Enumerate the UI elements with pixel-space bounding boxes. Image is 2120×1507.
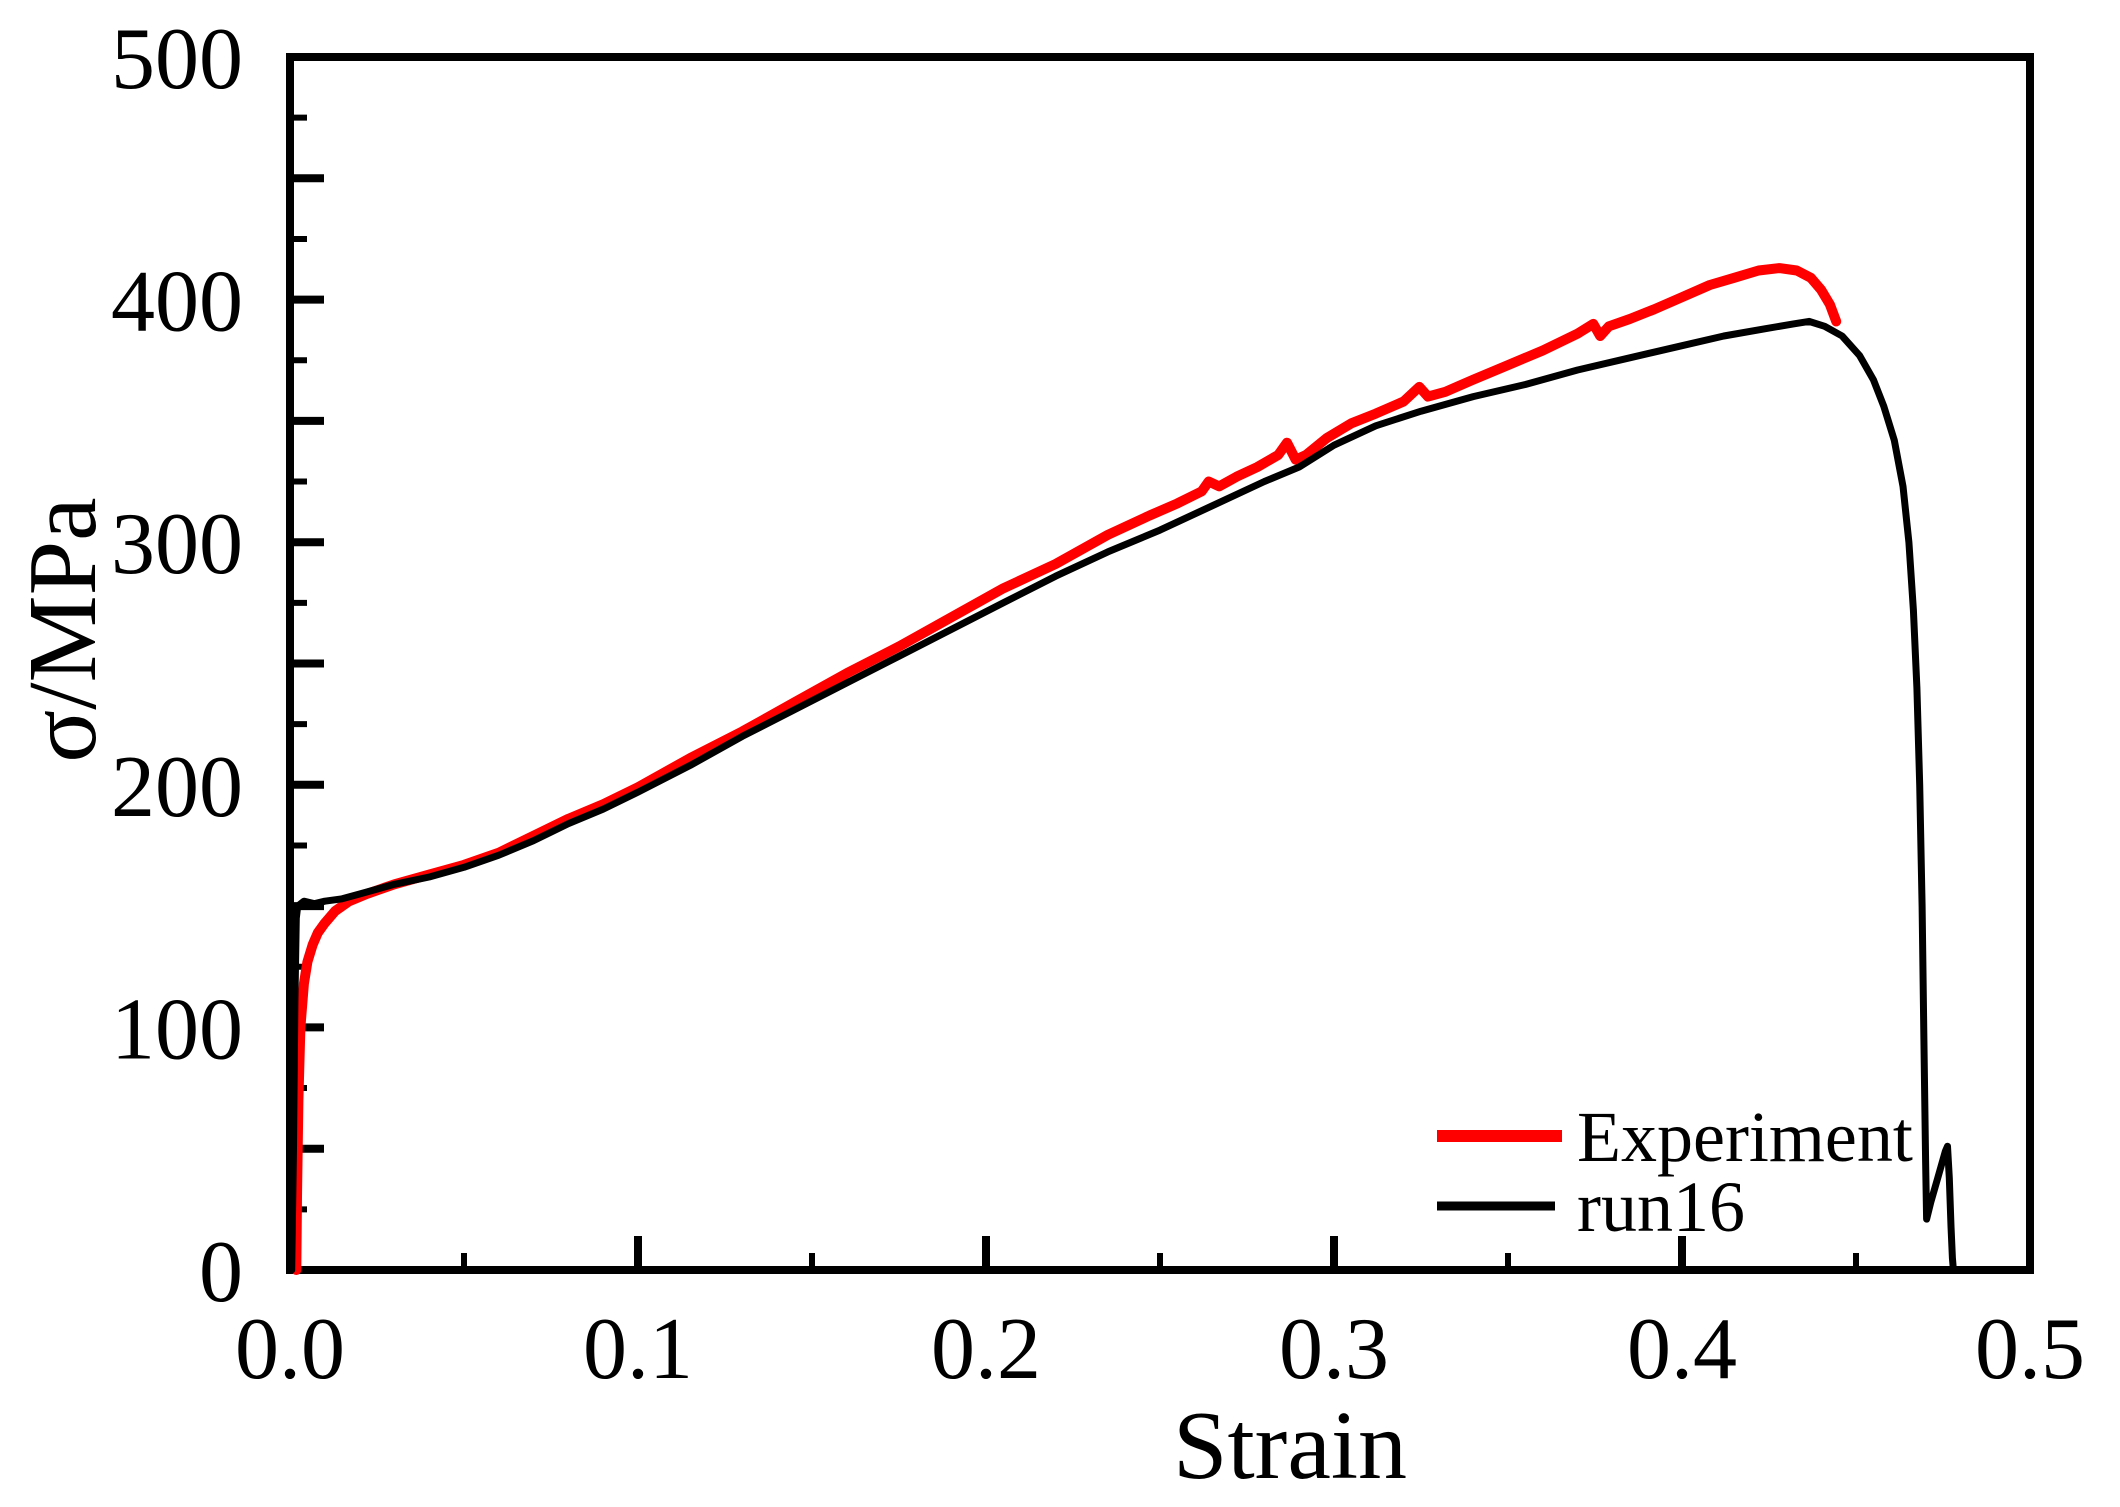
legend: Experiment run16 bbox=[1437, 1097, 1913, 1247]
x-tick-label: 0.2 bbox=[931, 1301, 1041, 1398]
y-tick-label: 200 bbox=[111, 739, 243, 836]
y-tick-label: 400 bbox=[111, 254, 243, 351]
y-tick-label: 300 bbox=[111, 496, 243, 593]
legend-label-experiment: Experiment bbox=[1577, 1097, 1913, 1177]
y-tick-label: 100 bbox=[111, 981, 243, 1078]
x-tick-label: 0.1 bbox=[583, 1301, 693, 1398]
y-axis-title: σ/MPa bbox=[9, 497, 117, 762]
x-tick-label: 0.0 bbox=[235, 1301, 345, 1398]
axis-ticks bbox=[286, 53, 2034, 1274]
y-axis-tick-labels: 0 100 200 300 400 500 bbox=[111, 11, 243, 1321]
x-tick-label: 0.3 bbox=[1279, 1301, 1389, 1398]
x-tick-label: 0.4 bbox=[1627, 1301, 1737, 1398]
y-tick-label: 0 bbox=[199, 1224, 243, 1321]
run16-curve bbox=[288, 317, 1957, 1274]
y-tick-label: 500 bbox=[111, 11, 243, 108]
x-axis-title: Strain bbox=[1173, 1392, 1407, 1500]
data-curves bbox=[288, 263, 1957, 1275]
plot-frame bbox=[286, 53, 2034, 1274]
legend-label-run16: run16 bbox=[1577, 1167, 1745, 1247]
x-tick-label: 0.5 bbox=[1975, 1301, 2085, 1398]
x-axis-tick-labels: 0.0 0.1 0.2 0.3 0.4 0.5 bbox=[235, 1301, 2085, 1398]
